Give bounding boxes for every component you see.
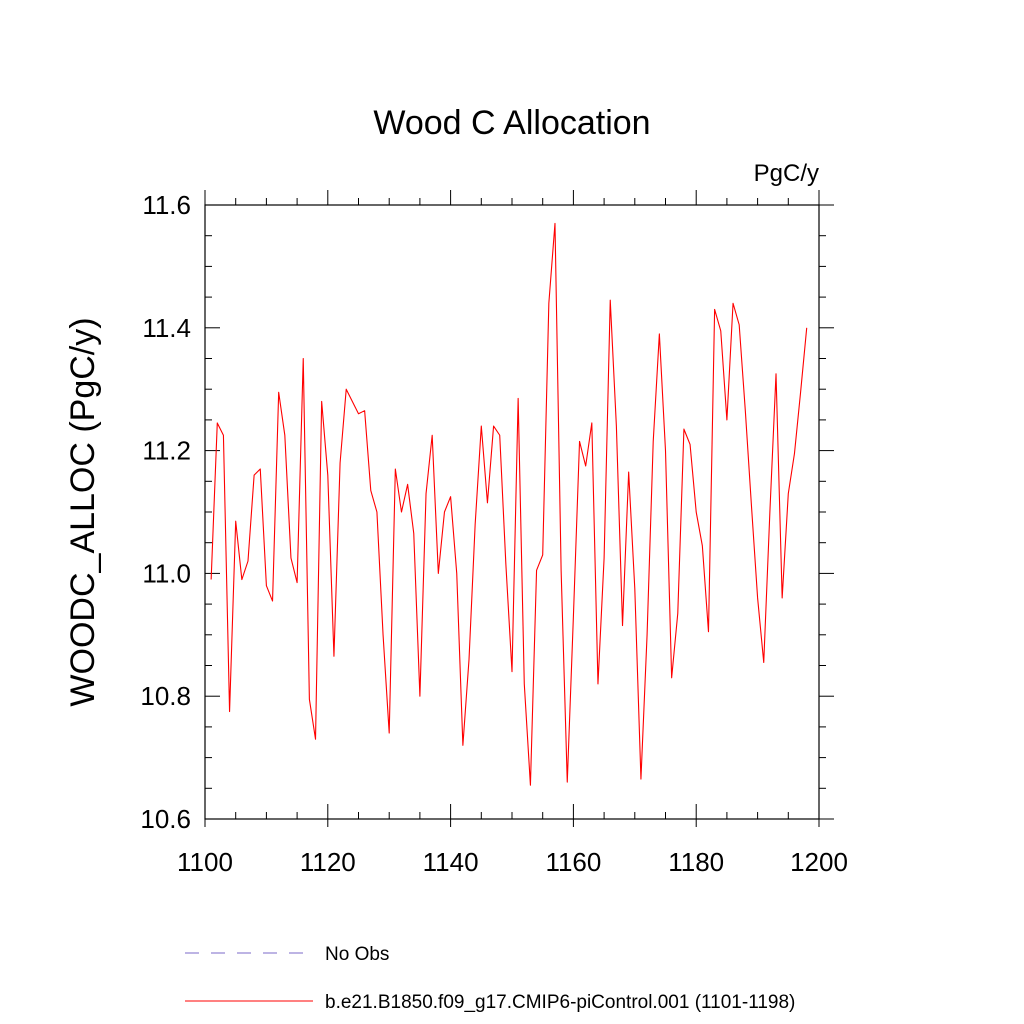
x-tick-label: 1200 (790, 847, 848, 877)
y-tick-label: 10.6 (140, 804, 191, 834)
y-tick-label: 11.0 (142, 558, 191, 588)
plot-frame (204, 204, 820, 820)
tick-labels: 1100 1120 1140 1160 1180 1200 10.6 10.8 11.0 11.2… (140, 190, 848, 877)
chart-title: Wood C Allocation (373, 104, 650, 142)
legend: No Obs b.e21.B1850.f09_g17.CMIP6-piContr… (185, 944, 795, 1013)
y-tick-label: 10.8 (140, 681, 191, 711)
legend-label-no-obs: No Obs (325, 944, 389, 965)
y-axis-label: WOODC_ALLOC (PgC/y) (64, 317, 102, 706)
x-tick-label: 1140 (423, 847, 479, 877)
x-tick-label: 1160 (545, 847, 601, 877)
x-tick-label: 1180 (668, 847, 724, 877)
y-tick-label: 11.4 (142, 313, 191, 343)
y-tick-label: 11.2 (142, 436, 191, 466)
series-line-0 (210, 222, 808, 786)
axis-ticks (204, 190, 834, 827)
y-tick-label: 11.6 (142, 190, 191, 220)
units-label: PgC/y (754, 160, 819, 187)
legend-label-model-run: b.e21.B1850.f09_g17.CMIP6-piControl.001 … (325, 992, 795, 1013)
x-tick-label: 1120 (300, 847, 356, 877)
x-tick-label: 1100 (177, 847, 233, 877)
plot-series (210, 222, 808, 786)
